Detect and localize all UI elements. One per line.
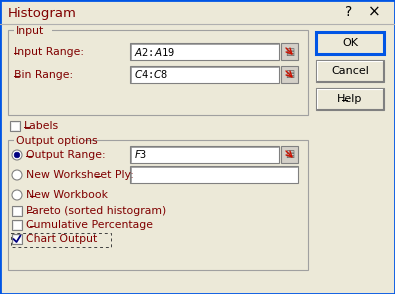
Text: Pareto (sorted histogram): Pareto (sorted histogram) (26, 206, 166, 216)
Bar (12, 220, 22, 230)
Text: Cancel: Cancel (331, 66, 369, 76)
Bar (13, 221, 21, 229)
Circle shape (12, 190, 22, 200)
Bar (130, 166, 298, 183)
Text: OK: OK (342, 38, 358, 48)
Bar (13, 207, 21, 215)
Text: Bin Range:: Bin Range: (14, 70, 73, 80)
Text: New Worksheet Ply:: New Worksheet Ply: (26, 170, 134, 180)
Bar (11, 233, 111, 247)
Text: Labels: Labels (24, 121, 59, 131)
Bar (8, 30, 308, 115)
Text: Help: Help (337, 94, 363, 104)
Text: $A$2:$A$19: $A$2:$A$19 (134, 46, 175, 58)
Text: ▤: ▤ (285, 69, 294, 79)
Circle shape (12, 150, 22, 160)
Text: $C$4:$C$8: $C$4:$C$8 (134, 69, 169, 81)
Bar (12, 234, 22, 244)
Bar (11, 122, 19, 130)
Circle shape (12, 170, 22, 180)
Bar (130, 146, 279, 163)
Text: Output Range:: Output Range: (26, 150, 105, 160)
Bar (130, 43, 279, 60)
Text: ?: ? (345, 5, 353, 19)
Text: ▤: ▤ (285, 46, 294, 56)
Text: Histogram: Histogram (8, 6, 77, 19)
Circle shape (14, 152, 20, 158)
Bar (281, 66, 298, 83)
Text: $F$3: $F$3 (134, 148, 147, 161)
Bar (10, 121, 20, 131)
Text: Output options: Output options (16, 136, 98, 146)
Text: Input Range:: Input Range: (14, 47, 84, 57)
Text: Input: Input (16, 26, 44, 36)
Bar (14, 136, 84, 146)
Text: ×: × (368, 4, 380, 19)
Text: ▤: ▤ (285, 150, 294, 160)
Bar (14, 26, 52, 36)
Bar (316, 32, 384, 54)
Text: Cumulative Percentage: Cumulative Percentage (26, 220, 153, 230)
Bar (281, 146, 298, 163)
Bar (316, 88, 384, 110)
Text: New Workbook: New Workbook (26, 190, 108, 200)
Bar (8, 140, 308, 270)
Bar (12, 206, 22, 216)
Text: Chart Output: Chart Output (26, 234, 97, 244)
Bar (13, 235, 21, 243)
Bar (130, 66, 279, 83)
Bar (316, 60, 384, 82)
Bar (281, 43, 298, 60)
